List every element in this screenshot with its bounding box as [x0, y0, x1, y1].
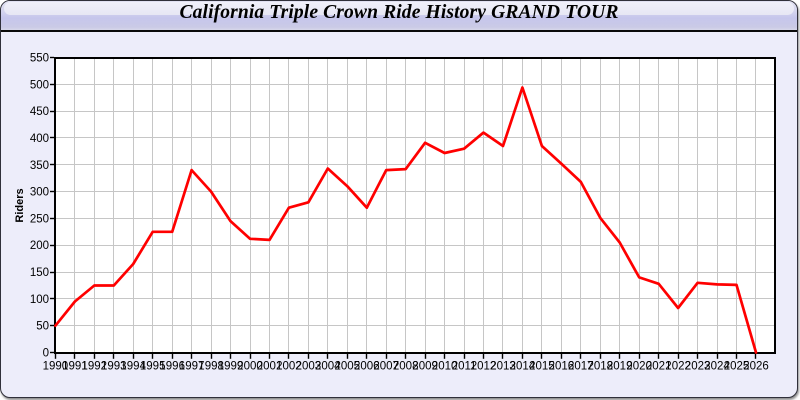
svg-text:50: 50	[36, 321, 49, 333]
svg-text:2026: 2026	[743, 361, 769, 373]
svg-text:300: 300	[30, 187, 49, 199]
svg-text:200: 200	[30, 240, 49, 252]
svg-text:2012: 2012	[471, 361, 497, 373]
svg-text:1999: 1999	[218, 361, 244, 373]
svg-text:1994: 1994	[120, 361, 146, 373]
svg-text:150: 150	[30, 267, 49, 279]
svg-text:2018: 2018	[588, 361, 614, 373]
svg-text:1997: 1997	[179, 361, 205, 373]
svg-text:2000: 2000	[237, 361, 263, 373]
svg-text:2011: 2011	[452, 361, 477, 373]
svg-text:2013: 2013	[490, 361, 516, 373]
svg-text:500: 500	[30, 79, 49, 91]
svg-text:0: 0	[43, 348, 49, 360]
svg-text:1995: 1995	[140, 361, 166, 373]
svg-text:2016: 2016	[549, 361, 575, 373]
svg-text:2019: 2019	[607, 361, 633, 373]
svg-text:1993: 1993	[101, 361, 127, 373]
svg-text:400: 400	[30, 133, 49, 145]
svg-text:2002: 2002	[276, 361, 302, 373]
svg-text:550: 550	[30, 53, 49, 65]
svg-text:1998: 1998	[198, 361, 224, 373]
svg-text:2007: 2007	[373, 361, 399, 373]
svg-text:1992: 1992	[82, 361, 108, 373]
svg-text:2005: 2005	[335, 361, 361, 373]
svg-text:2025: 2025	[724, 361, 750, 373]
svg-text:2004: 2004	[315, 361, 341, 373]
svg-text:2015: 2015	[529, 361, 555, 373]
svg-text:Riders: Riders	[14, 188, 26, 222]
svg-text:2017: 2017	[568, 361, 594, 373]
svg-text:350: 350	[30, 160, 49, 172]
svg-text:2020: 2020	[626, 361, 652, 373]
svg-text:250: 250	[30, 213, 49, 225]
svg-text:2008: 2008	[393, 361, 419, 373]
svg-text:450: 450	[30, 106, 49, 118]
svg-text:2003: 2003	[296, 361, 322, 373]
svg-text:2014: 2014	[510, 361, 536, 373]
svg-text:100: 100	[30, 294, 49, 306]
svg-text:1991: 1991	[62, 361, 88, 373]
svg-text:2010: 2010	[432, 361, 458, 373]
svg-text:2024: 2024	[704, 361, 730, 373]
svg-text:1996: 1996	[159, 361, 185, 373]
svg-text:2021: 2021	[646, 361, 672, 373]
svg-text:2009: 2009	[412, 361, 438, 373]
svg-text:2023: 2023	[685, 361, 711, 373]
svg-text:1990: 1990	[43, 361, 69, 373]
svg-text:2001: 2001	[257, 361, 283, 373]
svg-text:2006: 2006	[354, 361, 380, 373]
svg-text:2022: 2022	[665, 361, 691, 373]
